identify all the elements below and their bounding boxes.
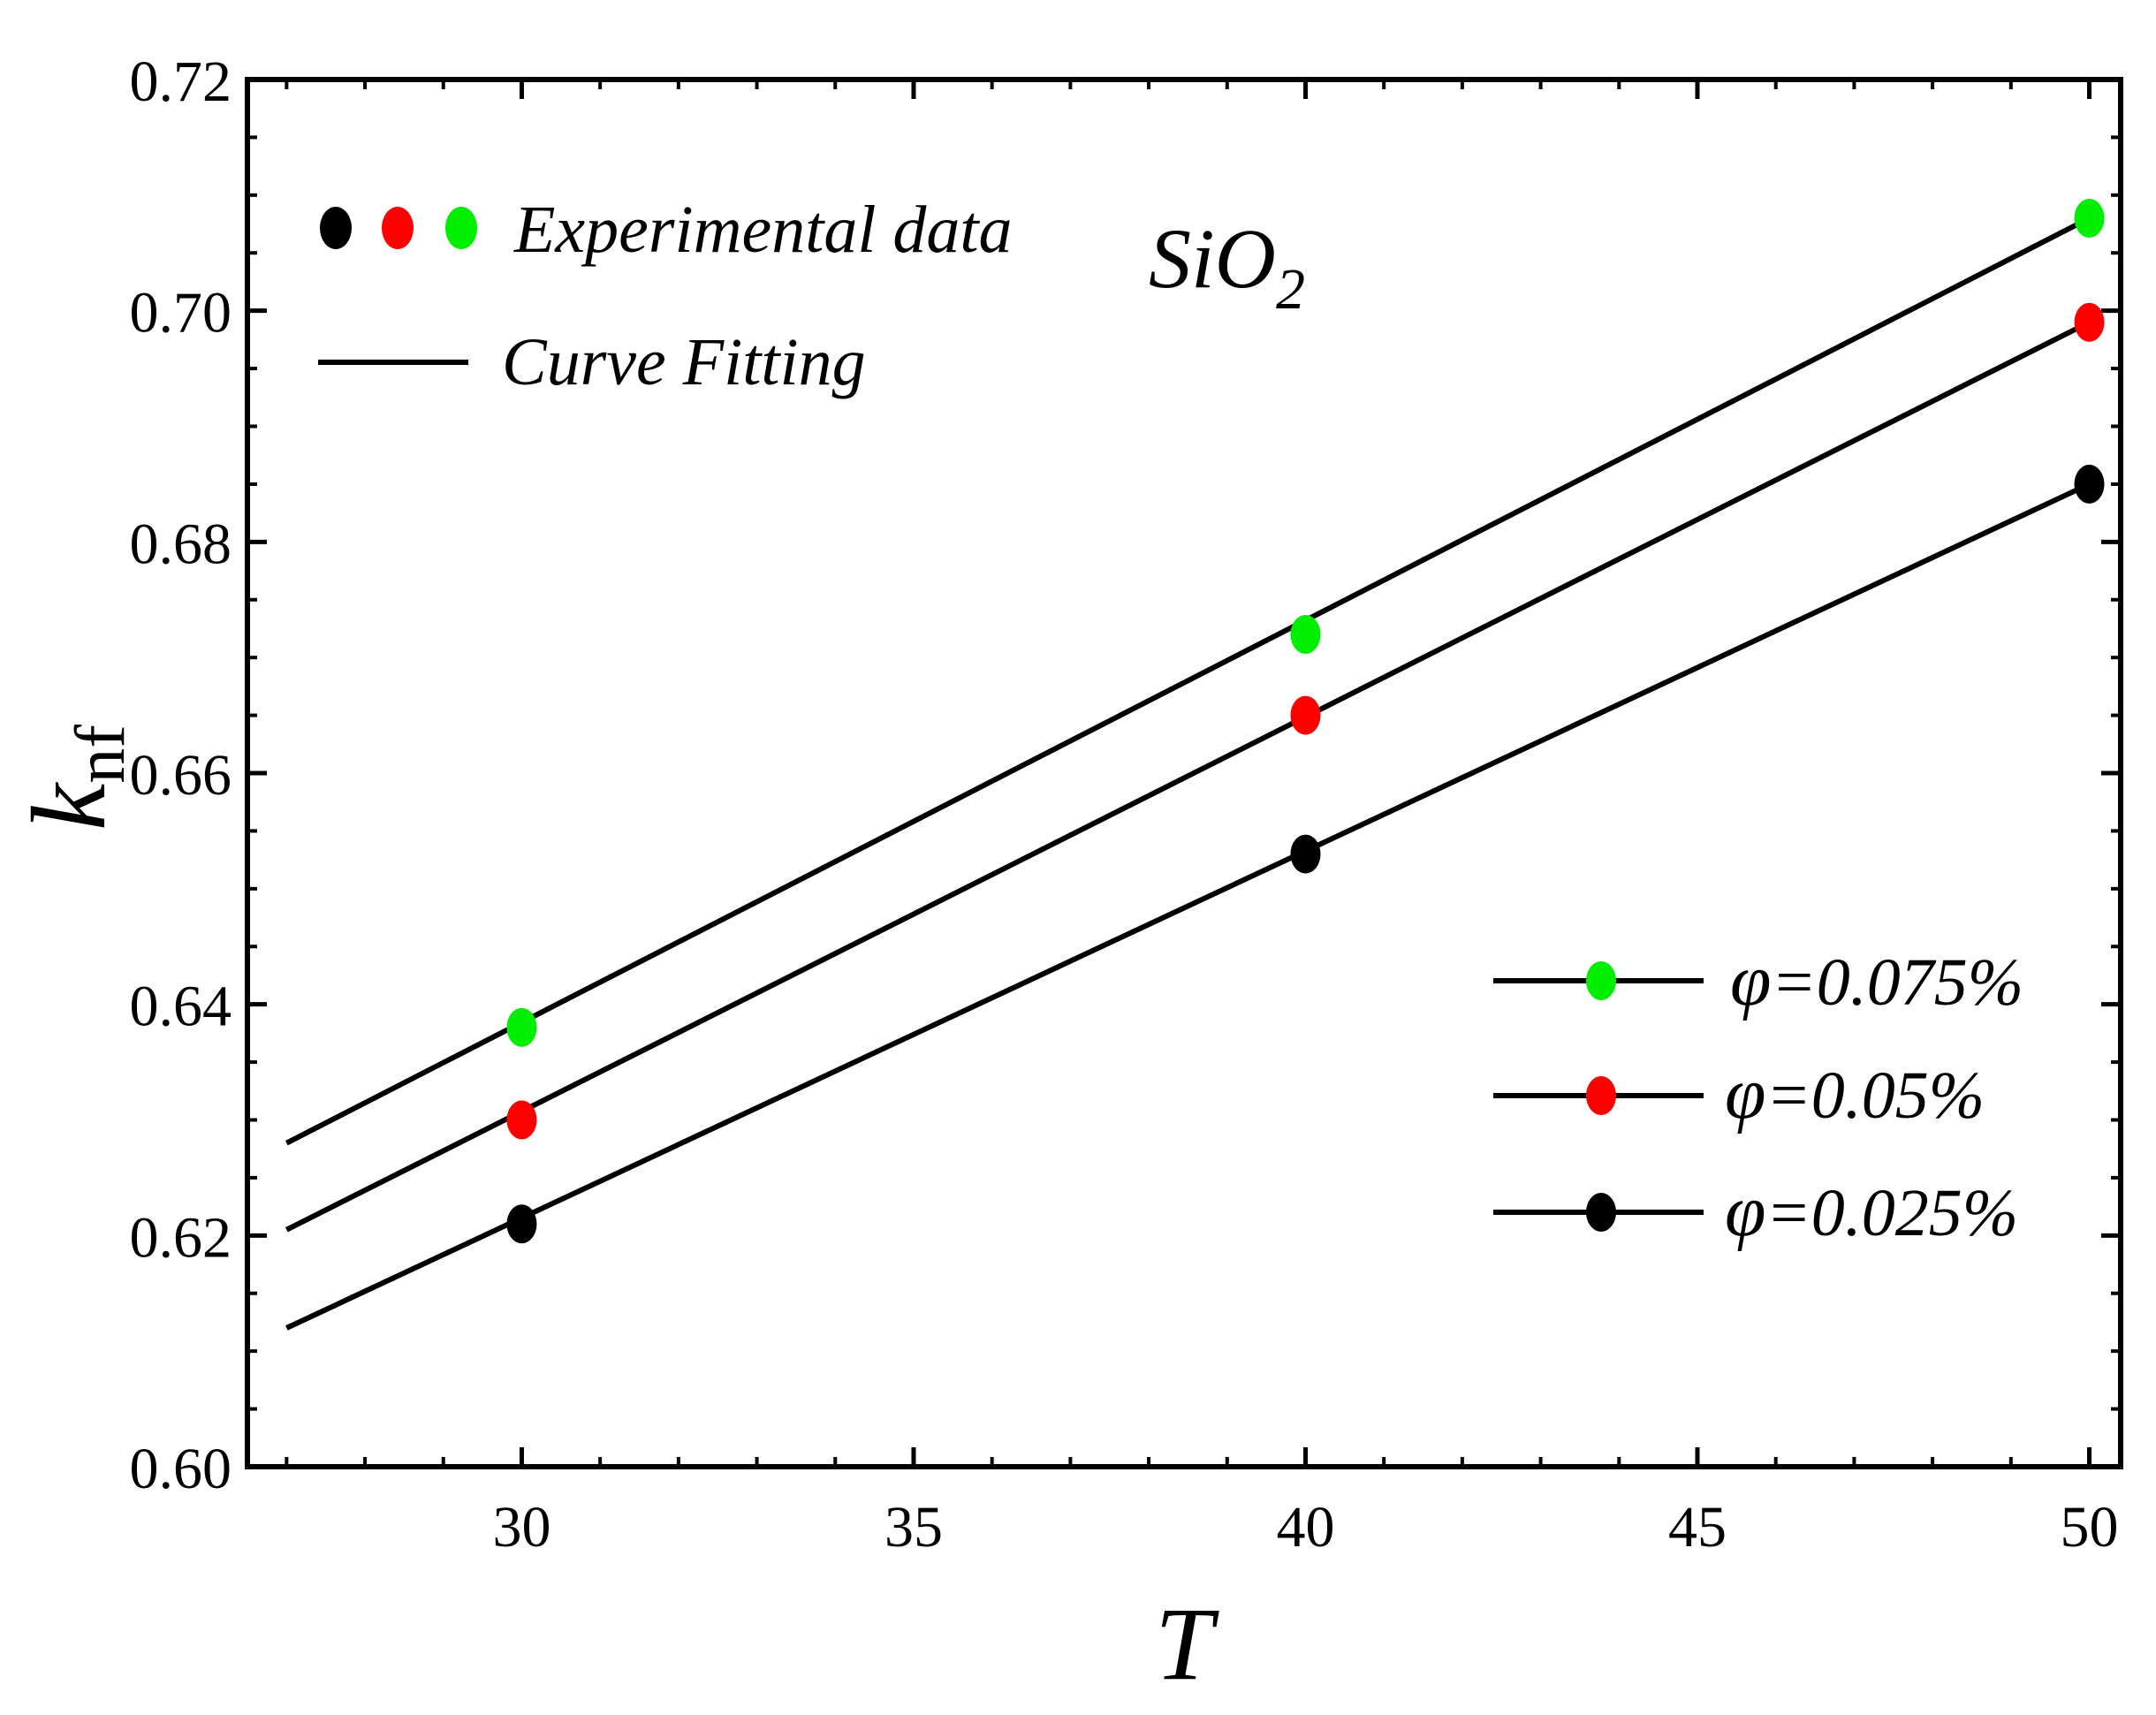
data-point-series-1 bbox=[1290, 695, 1321, 735]
fit-line-series-2 bbox=[285, 482, 2091, 1331]
y-tick-label: 0.66 bbox=[130, 743, 232, 808]
legend-marker-red bbox=[382, 207, 414, 249]
fit-lines bbox=[285, 216, 2091, 1331]
legend-phi-symbol: φ bbox=[1730, 939, 1771, 1021]
legend-fit-label: Curve Fitting bbox=[502, 325, 866, 399]
svg-text:φ=0.025%: φ=0.025% bbox=[1725, 1170, 2018, 1252]
data-point-series-0 bbox=[1290, 615, 1321, 654]
x-tick-label: 35 bbox=[884, 1495, 943, 1559]
legend-phi-value: =0.05% bbox=[1765, 1059, 1985, 1133]
y-tick-label: 0.72 bbox=[130, 49, 232, 114]
minor-ticks bbox=[247, 80, 2121, 1467]
legend-entry-phi-005: φ=0.05% bbox=[1493, 1052, 1985, 1134]
legend-marker-green bbox=[445, 207, 477, 249]
y-tick-label: 0.70 bbox=[130, 281, 232, 345]
legend-phi-symbol: φ bbox=[1725, 1052, 1765, 1134]
y-tick-label: 0.68 bbox=[130, 512, 232, 576]
svg-text:φ=0.05%: φ=0.05% bbox=[1725, 1052, 1985, 1134]
legend-series: φ=0.075% φ=0.05% φ=0.025% bbox=[1493, 939, 2023, 1252]
x-tick-label: 45 bbox=[1668, 1495, 1727, 1559]
legend-marker-phi-0075 bbox=[1586, 961, 1616, 1000]
annotation-sub: 2 bbox=[1276, 257, 1305, 322]
annotation-base: SiO bbox=[1149, 211, 1276, 306]
legend-marker-phi-0025 bbox=[1586, 1193, 1616, 1232]
legend-phi-symbol: φ bbox=[1725, 1170, 1765, 1252]
data-points bbox=[506, 199, 2105, 1244]
x-tick-label: 40 bbox=[1276, 1495, 1334, 1559]
legend-entry-phi-0025: φ=0.025% bbox=[1493, 1170, 2018, 1252]
fit-line-series-1 bbox=[285, 320, 2091, 1233]
x-axis-label: T bbox=[1155, 1586, 1219, 1702]
legend-marker-black bbox=[320, 207, 352, 249]
svg-text:SiO2: SiO2 bbox=[1149, 211, 1305, 322]
sio2-annotation: SiO2 bbox=[1149, 211, 1305, 322]
y-tick-label: 0.64 bbox=[130, 975, 232, 1039]
data-point-series-0 bbox=[506, 1007, 537, 1047]
svg-text:knf: knf bbox=[10, 725, 140, 831]
legend-phi-value: =0.075% bbox=[1771, 945, 2023, 1020]
legend-entry-phi-0075: φ=0.075% bbox=[1493, 939, 2023, 1021]
y-tick-label: 0.60 bbox=[130, 1437, 232, 1501]
data-point-series-2 bbox=[1290, 834, 1321, 874]
x-tick-label: 30 bbox=[492, 1495, 550, 1559]
y-axis-label-main: k bbox=[10, 781, 127, 831]
data-point-series-2 bbox=[2074, 464, 2105, 504]
y-axis-label-sub: nf bbox=[62, 725, 140, 784]
data-point-series-0 bbox=[2074, 199, 2105, 238]
major-ticks bbox=[247, 77, 2121, 1469]
fit-line-series-0 bbox=[285, 216, 2091, 1146]
legend-experimental-label: Experimental data bbox=[513, 193, 1013, 267]
legend-marker-phi-005 bbox=[1586, 1076, 1616, 1115]
legend-phi-value: =0.025% bbox=[1765, 1176, 2018, 1250]
data-point-series-1 bbox=[506, 1100, 537, 1140]
svg-text:φ=0.075%: φ=0.075% bbox=[1730, 939, 2023, 1021]
y-axis-label: knf bbox=[10, 725, 140, 831]
tick-labels: 30 35 40 45 50 0.60 0.62 0.64 0.66 0.68 0.70 0.72 bbox=[130, 49, 2119, 1559]
x-tick-label: 50 bbox=[2061, 1495, 2119, 1559]
data-point-series-1 bbox=[2074, 302, 2105, 342]
data-point-series-2 bbox=[506, 1204, 537, 1244]
legend-top: Experimental data Curve Fitting bbox=[318, 193, 1013, 399]
y-tick-label: 0.62 bbox=[130, 1205, 232, 1270]
